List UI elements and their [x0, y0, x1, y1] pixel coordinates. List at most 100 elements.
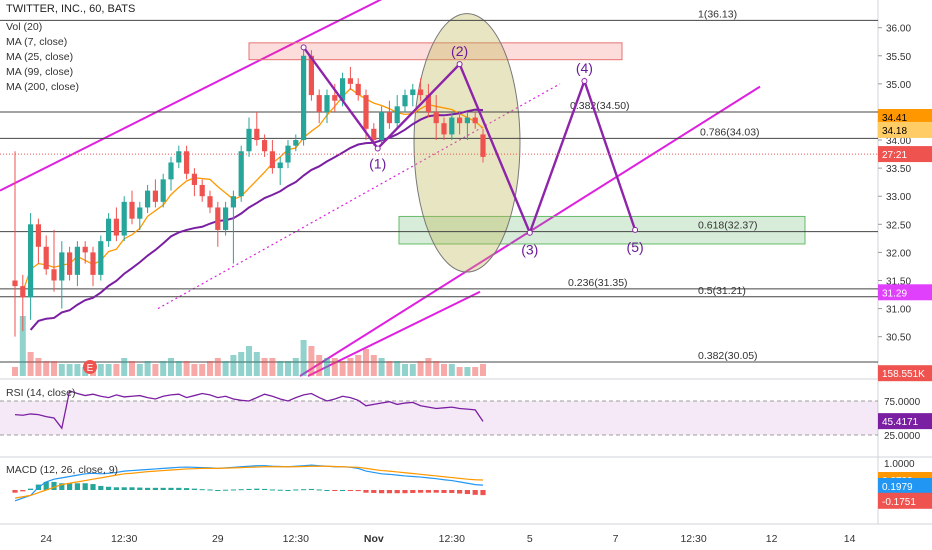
macd-histogram-bar [184, 488, 190, 490]
volume-bar [472, 367, 479, 376]
candle-body [238, 151, 244, 197]
macd-histogram-bar [238, 489, 244, 491]
rsi-value-bg [878, 413, 932, 430]
wave-point [374, 145, 381, 152]
price-tick-label: 32.00 [886, 248, 911, 259]
volume-bar [480, 364, 486, 376]
volume-bar [409, 364, 416, 376]
rsi-value-label: 45.4171 [882, 417, 919, 428]
indicator-ma25[interactable]: MA (25, close) [6, 51, 74, 63]
volume-bar [370, 355, 377, 376]
volume-bar [269, 358, 276, 376]
candle-body [340, 78, 346, 101]
indicator-ma99[interactable]: MA (99, close) [6, 66, 74, 78]
macd-histogram-bar [160, 487, 166, 490]
candle-body [67, 252, 73, 275]
candle-body [269, 151, 275, 169]
volume-bar [35, 358, 42, 376]
macd-histogram-bar [176, 487, 182, 490]
highlight-ellipse [413, 13, 521, 273]
volume-bar [402, 364, 408, 376]
candle-body [129, 201, 135, 219]
price-label-bg [878, 284, 932, 301]
wave-label: (4) [576, 60, 593, 76]
volume-bar [316, 355, 323, 376]
macd-line [14, 464, 484, 502]
volume-bar [448, 364, 455, 376]
macd-histogram-bar [464, 490, 470, 495]
price-tick-label: 36.00 [886, 24, 911, 35]
candle-body [425, 95, 431, 112]
indicator-ma200[interactable]: MA (200, close) [6, 81, 79, 93]
candle-body [199, 184, 205, 197]
volume-bar [105, 364, 112, 376]
indicator-vol[interactable]: Vol (20) [6, 21, 43, 33]
dotted-trend-line [157, 83, 561, 310]
macd-histogram-bar [215, 490, 221, 491]
rsi-tick-label: 75.0000 [884, 397, 921, 408]
volume-bar [136, 364, 143, 376]
candle-body [20, 286, 26, 298]
volume-bar [183, 361, 190, 376]
volume-bar [97, 364, 104, 376]
wave-label: (3) [521, 242, 538, 258]
price-label: 158.551K [882, 369, 925, 380]
macd-histogram-bar [246, 488, 252, 490]
macd-histogram-bar [82, 483, 88, 490]
candle-body [113, 218, 119, 236]
volume-bar [324, 358, 330, 376]
time-tick-label: 12:30 [283, 533, 309, 545]
volume-bar [300, 340, 307, 376]
candle-body [449, 117, 455, 135]
volume-bar [277, 361, 284, 376]
candle-body [59, 252, 65, 281]
macd-histogram-bar [230, 489, 236, 491]
macd-value-bg [878, 477, 932, 494]
volume-bar [246, 346, 252, 376]
macd-histogram-bar [316, 489, 322, 491]
macd-histogram-bar [28, 488, 34, 490]
candle-body [137, 207, 143, 219]
candle-body [277, 162, 283, 169]
volume-bar [66, 364, 73, 376]
wave-point [456, 61, 463, 68]
volume-bar [58, 364, 65, 376]
fib-label: 0.236(31.35) [568, 277, 628, 289]
macd-histogram-bar [43, 481, 49, 490]
macd-histogram-bar [262, 488, 268, 490]
price-label-bg [878, 365, 932, 382]
candle-body [106, 218, 112, 242]
chart-title: TWITTER, INC., 60, BATS [6, 3, 136, 15]
candle-body [347, 78, 353, 84]
price-label: 27:21 [882, 150, 907, 161]
macd-histogram-bar [199, 489, 205, 491]
macd-histogram-bar [12, 490, 18, 493]
rsi-label[interactable]: RSI (14, close) [6, 387, 76, 399]
price-tick-label: 30.50 [886, 333, 911, 344]
candle-body [418, 89, 424, 96]
indicator-ma7[interactable]: MA (7, close) [6, 36, 68, 48]
macd-histogram-bar [254, 488, 260, 490]
candle-body [441, 123, 447, 135]
volume-bar [160, 361, 167, 376]
macd-histogram-bar [223, 489, 229, 491]
volume-bar [441, 364, 447, 376]
volume-bar [222, 361, 229, 376]
macd-signal-line [14, 465, 484, 499]
time-tick-label: 29 [212, 533, 224, 545]
candle-body [90, 252, 96, 275]
candle-body [43, 246, 49, 270]
volume-bar [51, 361, 57, 376]
candle-body [324, 95, 330, 112]
macd-histogram-bar [371, 490, 377, 493]
macd-tick-label: 1.0000 [884, 459, 915, 470]
volume-bar [113, 364, 120, 376]
macd-histogram-bar [137, 487, 143, 490]
price-tick-label: 31.00 [886, 305, 911, 316]
macd-histogram-bar [308, 488, 314, 490]
macd-label[interactable]: MACD (12, 26, close, 9) [6, 464, 119, 476]
fib-label: 0.618(32.37) [698, 220, 758, 232]
volume-bar [308, 346, 315, 376]
candle-body [355, 83, 361, 96]
